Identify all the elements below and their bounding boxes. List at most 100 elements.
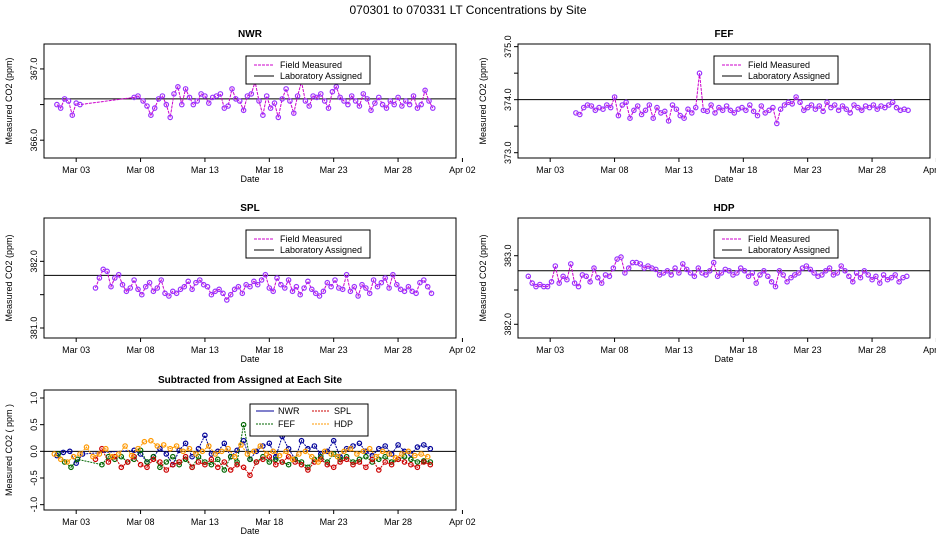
legend-box [245, 229, 371, 259]
data-point [529, 280, 536, 286]
data-point [146, 279, 153, 286]
data-point [382, 275, 389, 281]
data-point [843, 106, 850, 113]
data-point [272, 461, 279, 468]
data-point [855, 104, 861, 111]
x-tick-label: Apr 02 [923, 165, 936, 175]
data-point [607, 104, 614, 111]
data-point [193, 279, 199, 286]
data-point [206, 443, 212, 449]
data-point [302, 98, 309, 104]
data-point [195, 459, 202, 465]
data-point [108, 283, 114, 290]
data-point [247, 456, 253, 463]
data-point [204, 283, 211, 290]
data-point [321, 98, 328, 104]
legend-box [713, 229, 839, 259]
data-point [182, 440, 189, 447]
legend-box [713, 55, 839, 85]
data-point [851, 102, 857, 108]
data-point [683, 266, 690, 273]
x-tick-label: Mar 23 [794, 345, 822, 355]
data-point [804, 104, 811, 111]
x-tick-label: Apr 02 [923, 345, 936, 355]
data-point [692, 104, 699, 111]
data-point [654, 104, 660, 111]
data-point [279, 459, 286, 465]
data-point [271, 100, 278, 106]
data-point [234, 459, 240, 465]
data-point [350, 461, 356, 468]
data-point [275, 114, 282, 121]
legend-label: Laboratory Assigned [748, 71, 830, 81]
data-point [150, 453, 157, 460]
data-point [224, 297, 230, 303]
data-point [664, 267, 671, 274]
data-point [251, 448, 257, 455]
data-point [167, 445, 174, 452]
data-point [104, 268, 110, 275]
data-point [324, 459, 331, 465]
data-point [247, 283, 253, 290]
data-point [413, 290, 419, 297]
data-point [182, 86, 189, 92]
data-point [420, 459, 427, 465]
data-point [618, 254, 624, 260]
data-point [749, 270, 756, 276]
data-point [206, 100, 212, 106]
y-tick-label: -0.5 [29, 470, 39, 486]
data-point [375, 456, 382, 463]
data-point [548, 278, 555, 285]
data-point [405, 448, 412, 455]
data-point [803, 263, 810, 269]
data-point [124, 459, 131, 465]
data-point [773, 120, 780, 127]
data-point [834, 270, 841, 276]
data-point [181, 283, 188, 290]
data-point [290, 110, 297, 116]
data-point [354, 451, 360, 457]
data-point [54, 101, 60, 108]
data-point [399, 451, 405, 457]
data-point [824, 99, 830, 106]
data-point [737, 265, 744, 271]
data-point [260, 456, 266, 463]
data-point [163, 459, 170, 465]
data-point [160, 442, 167, 448]
data-point [374, 283, 381, 290]
data-point [893, 104, 900, 111]
data-point [208, 456, 215, 463]
data-point [170, 461, 176, 468]
series-line-hdp [527, 256, 907, 288]
data-point [311, 443, 318, 449]
data-point [193, 451, 199, 457]
data-point [393, 281, 400, 288]
data-point [870, 102, 877, 108]
data-point [672, 265, 678, 271]
data-point [294, 93, 301, 99]
data-point [236, 98, 243, 104]
data-point [176, 459, 183, 465]
data-point [820, 108, 826, 115]
data-point [714, 273, 721, 280]
data-point [427, 445, 434, 452]
data-point [849, 278, 856, 285]
data-point [710, 259, 717, 266]
data-point [795, 270, 802, 276]
data-point [770, 104, 776, 111]
data-point [896, 278, 902, 285]
y-axis-label: Measured CO2 (ppm) [478, 234, 488, 321]
data-point [366, 445, 373, 452]
data-point [144, 464, 150, 471]
data-point [267, 105, 274, 111]
data-point [750, 108, 757, 115]
data-point [594, 274, 601, 281]
data-point [260, 453, 266, 460]
data-point [140, 98, 146, 104]
y-tick-label: 383.0 [503, 244, 513, 267]
x-tick-label: Mar 03 [536, 165, 564, 175]
data-point [793, 94, 799, 100]
data-point [186, 94, 193, 101]
data-point [112, 275, 118, 281]
